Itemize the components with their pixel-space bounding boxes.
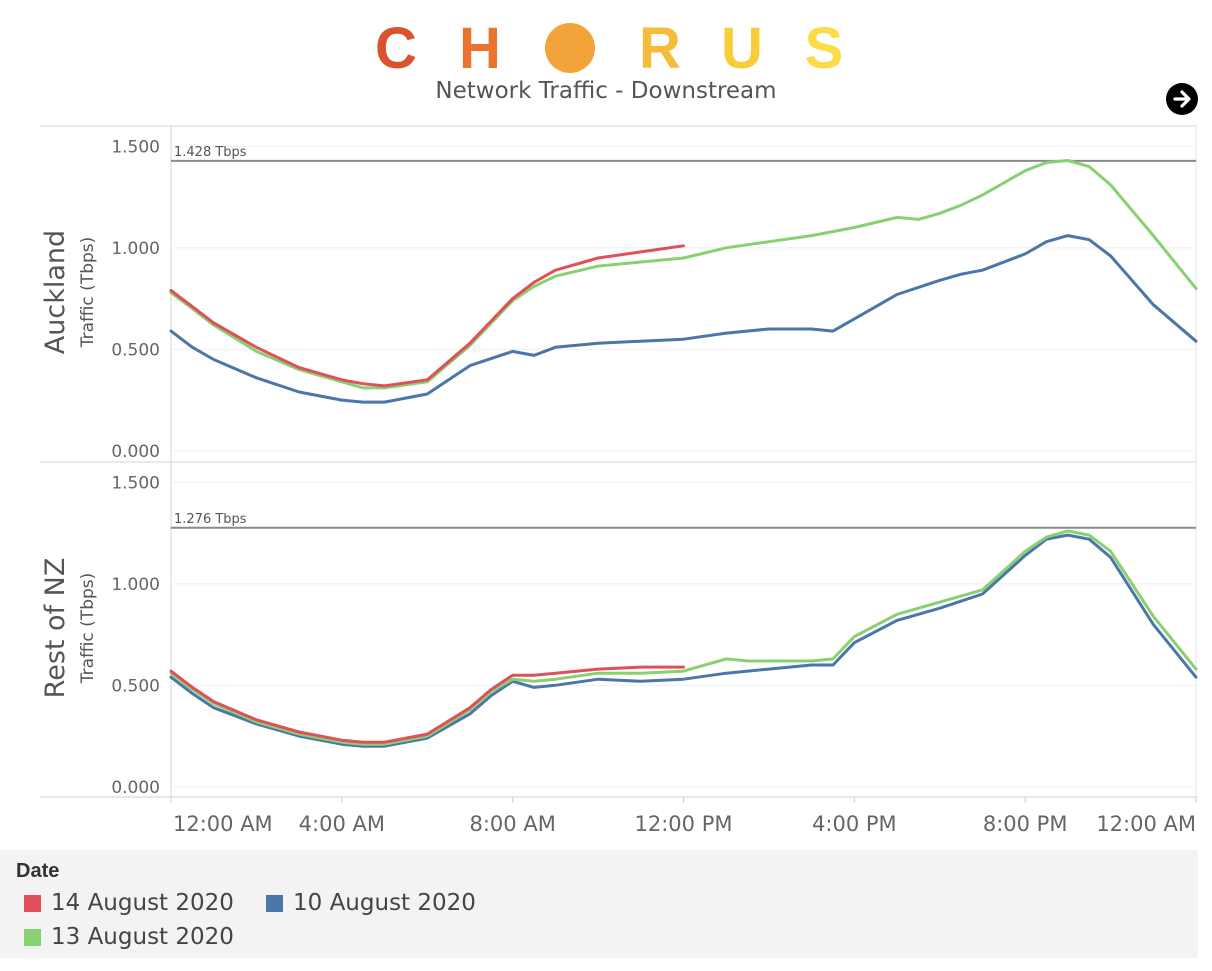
y-axis-title: Traffic (Tbps) [78,573,98,685]
logo-letter-c: C [375,16,417,78]
x-tick-label: 12:00 AM [1096,812,1196,836]
chart-subtitle: Network Traffic - Downstream [435,78,777,104]
legend-title: Date [16,860,60,882]
y-tick-label: 0.500 [111,676,160,696]
legend-item-13-aug[interactable]: 13 August 2020 [24,924,234,950]
x-tick-label: 12:00 PM [635,812,733,836]
legend: Date 14 August 2020 10 August 2020 13 Au… [0,850,1198,958]
logo-sun-icon [545,23,595,73]
y-tick-label: 0.000 [111,442,160,462]
x-tick-label: 8:00 PM [983,812,1068,836]
logo-letter-u: U [721,16,763,78]
legend-label: 14 August 2020 [51,890,234,916]
legend-swatch [24,928,41,946]
legend-item-10-aug[interactable]: 10 August 2020 [266,890,476,916]
series-line [169,665,685,744]
next-view-button[interactable] [1166,83,1198,115]
logo-letter-s: S [805,16,844,78]
y-tick-label: 1.000 [111,575,160,595]
x-tick-label: 4:00 AM [299,812,385,836]
series-line [169,533,1198,748]
y-tick-label: 0.500 [111,340,160,360]
panel-row-label: Rest of NZ [40,558,71,699]
legend-item-14-aug[interactable]: 14 August 2020 [24,890,234,916]
y-tick-label: 1.500 [111,137,160,157]
y-axis-title: Traffic (Tbps) [78,237,98,349]
series-line [169,244,685,388]
y-tick-label: 1.500 [111,473,160,493]
chorus-logo: C H R U S [375,16,844,78]
reference-line-label: 1.276 Tbps [174,512,247,527]
x-tick-label: 8:00 AM [470,812,556,836]
legend-swatch [24,894,41,912]
x-tick-label: 12:00 AM [173,812,273,836]
series-line [169,529,1198,746]
reference-line-label: 1.428 Tbps [174,145,247,160]
traffic-chart: 0.000 0.500 1.000 1.500 Auckland Traffic (Tbp… [40,125,1198,836]
y-tick-label: 0.000 [111,778,160,798]
legend-label: 13 August 2020 [51,924,234,950]
legend-label: 10 August 2020 [293,890,476,916]
legend-swatch [266,894,283,912]
y-tick-label: 1.000 [111,239,160,259]
logo-letter-r: R [639,16,681,78]
arrow-right-icon [1173,90,1191,108]
panel-row-label: Auckland [40,230,71,354]
series-line [169,234,1198,404]
x-tick-label: 4:00 PM [812,812,897,836]
logo-letter-h: H [459,16,501,78]
series-line [169,159,1198,390]
